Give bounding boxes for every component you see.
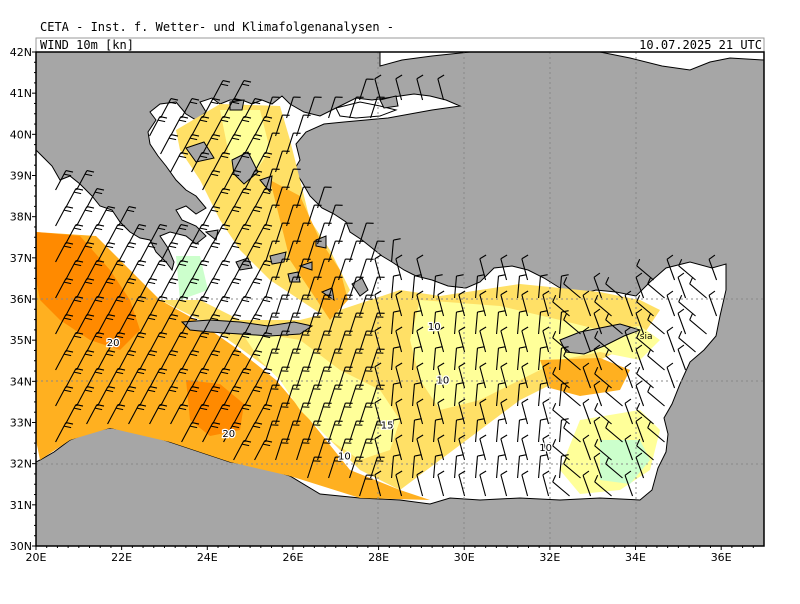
lat-label: 35N (10, 334, 32, 347)
contour-label: 10 (338, 451, 351, 462)
lat-label: 36N (10, 293, 32, 306)
lat-label: 41N (10, 87, 32, 100)
lat-label: 31N (10, 499, 32, 512)
lon-label: 24E (197, 551, 218, 564)
lon-label: 36E (711, 551, 732, 564)
contour-label: 20 (222, 429, 235, 440)
lon-label: 30E (454, 551, 475, 564)
lon-label: 32E (539, 551, 560, 564)
lon-label: 26E (282, 551, 303, 564)
lat-label: 37N (10, 252, 32, 265)
header-bar (36, 38, 764, 52)
lat-label: 38N (10, 211, 32, 224)
lat-label: 40N (10, 128, 32, 141)
lat-label: 32N (10, 458, 32, 471)
lon-label: 28E (368, 551, 389, 564)
lon-label: 34E (625, 551, 646, 564)
lat-label: 39N (10, 170, 32, 183)
contour-label: 15 (381, 421, 394, 432)
contour-label: 10 (428, 322, 441, 333)
contour-label: 20 (107, 338, 120, 349)
lon-label: 20E (26, 551, 47, 564)
contour-label: 10 (539, 443, 552, 454)
lat-label: 42N (10, 46, 32, 59)
contour-label: 10 (436, 375, 449, 386)
lat-label: 34N (10, 375, 32, 388)
lon-label: 22E (111, 551, 132, 564)
longitude-labels: 20E 22E 24E 26E 28E 30E 32E 34E 36E (26, 551, 732, 564)
place-label: sia (640, 332, 653, 342)
lat-label: 33N (10, 417, 32, 430)
